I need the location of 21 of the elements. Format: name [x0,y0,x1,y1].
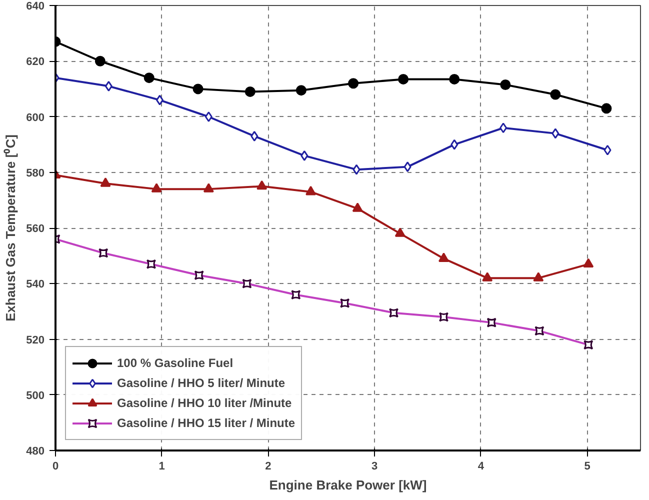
x-tick-label: 4 [478,460,485,472]
x-tick-label: 5 [584,460,590,472]
y-tick-label: 560 [26,223,45,235]
legend-label: Gasoline / HHO 5 liter/ Minute [117,376,286,390]
y-tick-label: 480 [26,446,45,458]
x-tick-label: 2 [265,460,272,472]
y-tick-label: 640 [26,0,45,12]
x-tick-label: 0 [52,460,59,472]
y-tick-label: 620 [26,56,45,68]
x-tick-label: 1 [158,460,165,472]
y-tick-label: 540 [26,278,45,291]
legend-label: 100 % Gasoline Fuel [117,356,234,370]
x-axis-title: Engine Brake Power [kW] [269,478,427,492]
x-tick-label: 3 [372,460,378,472]
y-tick-label: 500 [26,390,45,402]
legend-label: Gasoline / HHO 15 liter / Minute [117,416,296,430]
y-axis-title: Exhaust Gas Temperature [⁰C] [3,134,18,322]
y-tick-label: 600 [26,112,45,124]
legend-label: Gasoline / HHO 10 liter /Minute [117,396,292,410]
y-tick-label: 520 [26,334,45,346]
y-tick-label: 580 [26,167,45,180]
